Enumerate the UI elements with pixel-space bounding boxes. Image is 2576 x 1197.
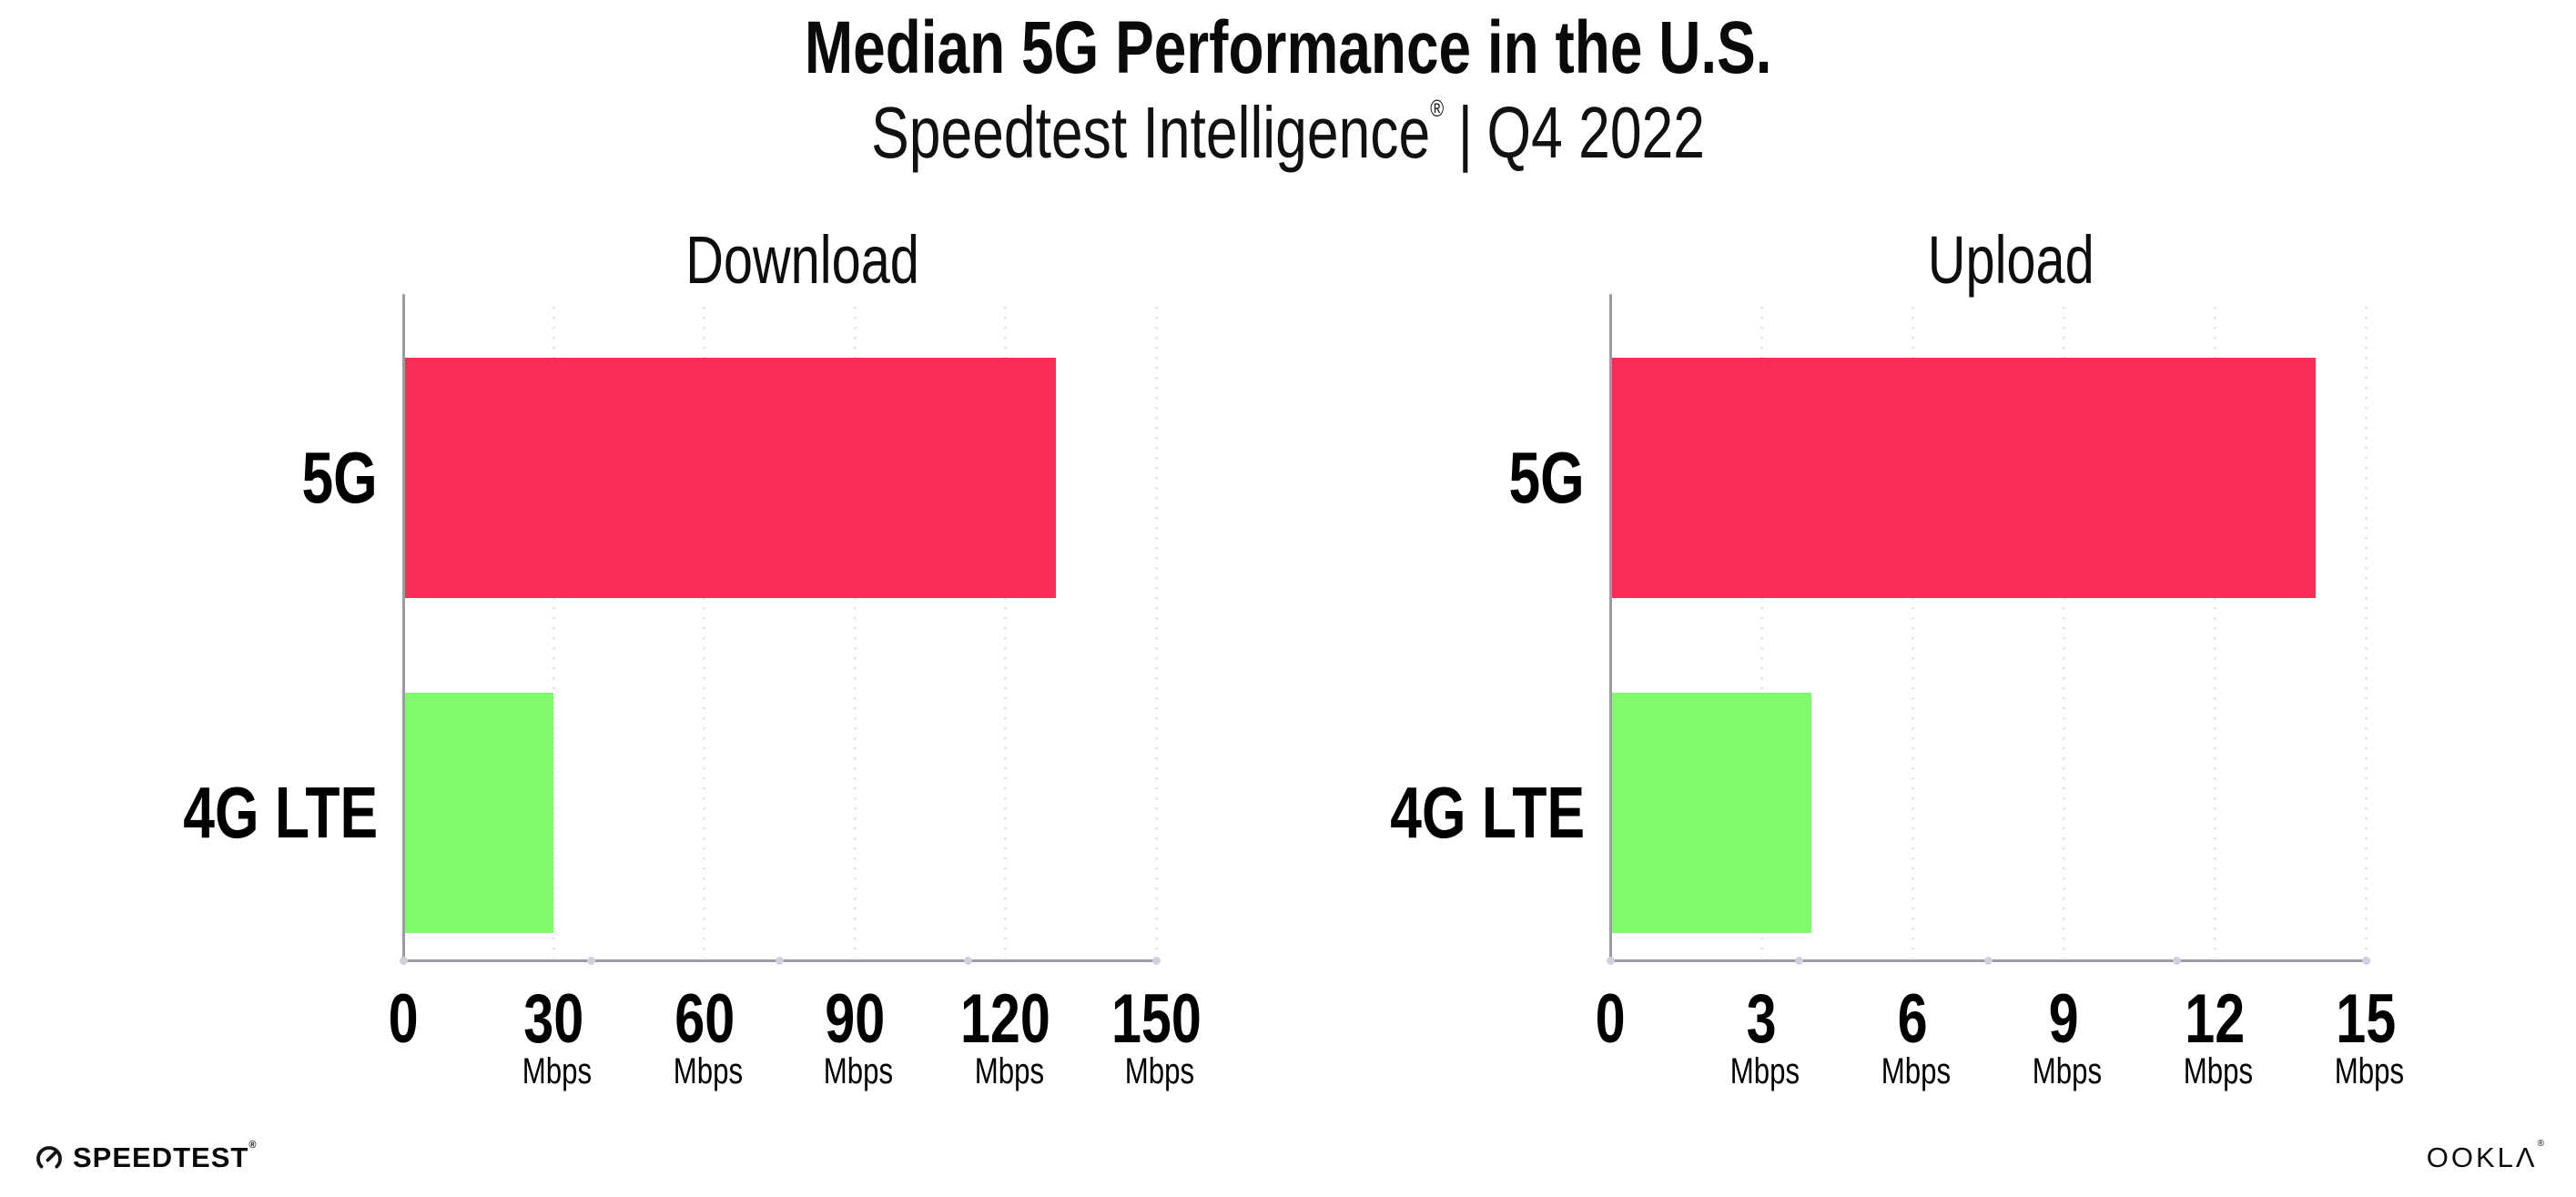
x-tick-label-150: 150 [1056,985,1256,1054]
x-tick-unit-60: Mbps [608,1053,808,1090]
x-tick-value: 60 [674,980,735,1058]
x-tick-unit-12: Mbps [2118,1053,2318,1090]
category-label-5g: 5G [0,441,378,514]
category-label-text: 4G LTE [1390,772,1585,853]
chart-title-download: Download [439,225,1167,296]
axis-tick-dot [963,956,972,965]
subtitle-separator: | [1457,92,1473,173]
gridline-6-mbps [1911,307,1914,959]
bar-5g [1612,358,2316,598]
axis-tick-dot [776,956,784,965]
x-tick-unit-15: Mbps [2269,1053,2470,1090]
x-tick-label-9: 9 [1963,985,2164,1054]
x-tick-unit-text: Mbps [673,1051,743,1091]
speedtest-registered-icon: ® [248,1140,258,1151]
x-tick-unit-6: Mbps [1816,1053,2016,1090]
x-tick-unit-3: Mbps [1665,1053,1865,1090]
axis-tick-dot [2361,956,2370,965]
category-label-4g-lte: 4G LTE [0,776,378,849]
x-tick-unit-text: Mbps [974,1051,1044,1091]
x-tick-value: 12 [2185,980,2245,1058]
speedtest-logo-text: SPEEDTEST® [73,1140,258,1173]
category-label-4g-lte: 4G LTE [1111,776,1585,849]
x-tick-unit-text: Mbps [1124,1051,1195,1091]
x-tick-label-0: 0 [1510,985,1710,1054]
y-axis [401,294,405,960]
category-label-text: 4G LTE [183,772,378,853]
x-tick-value: 6 [1897,980,1928,1058]
x-tick-label-15: 15 [2266,985,2466,1054]
x-tick-value: 0 [388,980,419,1058]
axis-tick-dot [1606,956,1615,965]
y-axis [1608,294,1612,960]
x-tick-label-120: 120 [906,985,1106,1054]
speedtest-logo: SPEEDTEST® [33,1140,258,1174]
x-tick-label-90: 90 [755,985,955,1054]
axis-tick-dot [2173,956,2181,965]
axis-tick-dot [1795,956,1803,965]
x-tick-unit-text: Mbps [1729,1051,1800,1091]
ookla-registered-icon: ® [2537,1139,2547,1149]
subtitle-period: Q4 2022 [1486,92,1705,173]
x-tick-value: 0 [1595,980,1626,1058]
gridline-3-mbps [1760,307,1763,959]
ookla-logo-text: OOKLΛ® [2426,1139,2547,1173]
x-tick-label-30: 30 [453,985,654,1054]
x-tick-unit-text: Mbps [1881,1051,1952,1091]
axis-tick-dot [399,956,408,965]
x-tick-unit-text: Mbps [2032,1051,2103,1091]
bar-4g-lte [405,693,554,933]
x-tick-label-3: 3 [1661,985,1861,1054]
registered-trademark-icon: ® [1430,95,1445,122]
x-tick-value: 120 [960,980,1051,1058]
x-tick-label-6: 6 [1812,985,2013,1054]
gridline-30-mbps [552,307,555,959]
x-tick-unit-120: Mbps [909,1053,1110,1090]
page-title: Median 5G Performance in the U.S. [0,6,2576,89]
x-tick-unit-text: Mbps [2334,1051,2405,1091]
x-tick-unit-text: Mbps [2183,1051,2254,1091]
chart-title-text: Download [685,222,919,298]
chart-title-upload: Upload [1647,225,2375,296]
category-label-text: 5G [301,437,378,518]
gridline-12-mbps [2213,307,2216,959]
bar-4g-lte [1612,693,1812,933]
x-tick-value: 150 [1111,980,1202,1058]
bar-5g [405,358,1056,598]
x-tick-unit-30: Mbps [457,1053,657,1090]
category-label-text: 5G [1508,437,1585,518]
chart-title-text: Upload [1927,222,2094,298]
speedtest-gauge-icon [36,1146,62,1172]
x-tick-label-12: 12 [2115,985,2315,1054]
x-tick-label-60: 60 [604,985,805,1054]
x-tick-value: 3 [1746,980,1777,1058]
x-tick-unit-150: Mbps [1060,1053,1260,1090]
x-tick-value: 90 [825,980,886,1058]
page-subtitle: Speedtest Intelligence® | Q4 2022 [0,95,2576,171]
x-tick-label-0: 0 [303,985,503,1054]
gridline-9-mbps [2062,307,2065,959]
subtitle-brand: Speedtest Intelligence [871,92,1431,173]
x-tick-unit-9: Mbps [1967,1053,2167,1090]
x-tick-value: 15 [2336,980,2396,1058]
ookla-logo: OOKLΛ® [2426,1139,2547,1174]
axis-tick-dot [1983,956,1993,965]
gridline-90-mbps [853,307,857,959]
page-subtitle-text: Speedtest Intelligence® | Q4 2022 [871,95,1705,171]
x-tick-value: 30 [523,980,584,1058]
gridline-150-mbps [1154,307,1158,959]
gridline-120-mbps [1004,307,1008,959]
gridline-60-mbps [703,307,706,959]
category-label-5g: 5G [1111,441,1585,514]
page-title-text: Median 5G Performance in the U.S. [804,6,1772,89]
x-tick-unit-text: Mbps [824,1051,894,1091]
axis-tick-dot [587,956,596,965]
axis-tick-dot [1151,956,1161,965]
x-tick-unit-90: Mbps [758,1053,958,1090]
gridline-15-mbps [2364,307,2368,959]
x-tick-value: 9 [2048,980,2079,1058]
x-tick-unit-text: Mbps [522,1051,593,1091]
